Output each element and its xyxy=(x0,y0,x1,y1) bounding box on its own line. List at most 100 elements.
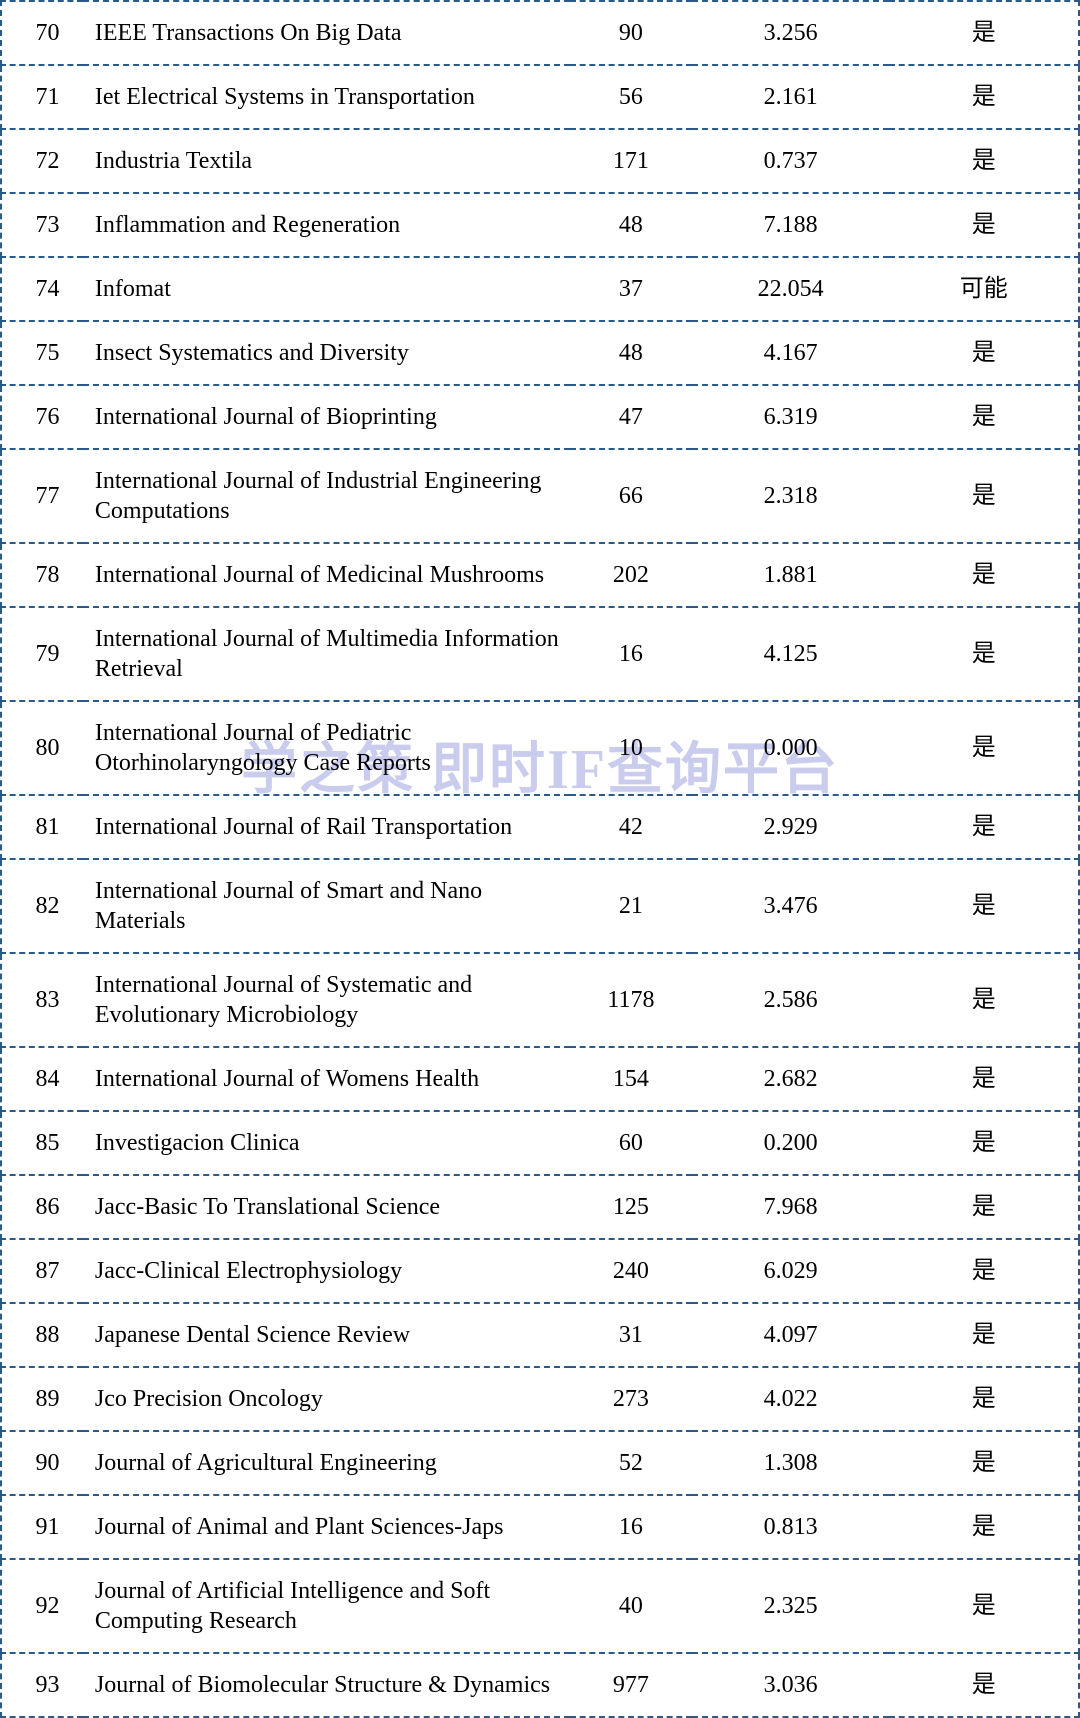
table-row: 87Jacc-Clinical Electrophysiology2406.02… xyxy=(1,1239,1079,1303)
cell-impact-factor: 1.881 xyxy=(692,543,890,607)
cell-title: Jacc-Clinical Electrophysiology xyxy=(83,1239,570,1303)
cell-flag: 可能 xyxy=(889,257,1079,321)
cell-flag: 是 xyxy=(889,1367,1079,1431)
cell-count: 10 xyxy=(570,701,692,795)
cell-count: 90 xyxy=(570,1,692,65)
cell-title: International Journal of Multimedia Info… xyxy=(83,607,570,701)
cell-impact-factor: 2.586 xyxy=(692,953,890,1047)
cell-title: International Journal of Medicinal Mushr… xyxy=(83,543,570,607)
cell-impact-factor: 4.097 xyxy=(692,1303,890,1367)
cell-impact-factor: 1.308 xyxy=(692,1431,890,1495)
cell-count: 977 xyxy=(570,1653,692,1717)
cell-flag: 是 xyxy=(889,1653,1079,1717)
cell-impact-factor: 3.256 xyxy=(692,1,890,65)
cell-impact-factor: 0.200 xyxy=(692,1111,890,1175)
cell-count: 16 xyxy=(570,607,692,701)
cell-title: IEEE Transactions On Big Data xyxy=(83,1,570,65)
cell-title: International Journal of Rail Transporta… xyxy=(83,795,570,859)
cell-flag: 是 xyxy=(889,321,1079,385)
cell-title: Infomat xyxy=(83,257,570,321)
cell-count: 202 xyxy=(570,543,692,607)
cell-title: International Journal of Smart and Nano … xyxy=(83,859,570,953)
cell-count: 240 xyxy=(570,1239,692,1303)
cell-index: 90 xyxy=(1,1431,83,1495)
cell-count: 40 xyxy=(570,1559,692,1653)
table-row: 80International Journal of Pediatric Oto… xyxy=(1,701,1079,795)
cell-index: 74 xyxy=(1,257,83,321)
cell-title: Journal of Agricultural Engineering xyxy=(83,1431,570,1495)
cell-title: International Journal of Womens Health xyxy=(83,1047,570,1111)
table-row: 78International Journal of Medicinal Mus… xyxy=(1,543,1079,607)
cell-index: 87 xyxy=(1,1239,83,1303)
table-row: 73Inflammation and Regeneration487.188是 xyxy=(1,193,1079,257)
table-row: 83International Journal of Systematic an… xyxy=(1,953,1079,1047)
cell-count: 42 xyxy=(570,795,692,859)
cell-count: 16 xyxy=(570,1495,692,1559)
cell-impact-factor: 7.188 xyxy=(692,193,890,257)
table-row: 86Jacc-Basic To Translational Science125… xyxy=(1,1175,1079,1239)
cell-count: 1178 xyxy=(570,953,692,1047)
cell-index: 77 xyxy=(1,449,83,543)
table-row: 89Jco Precision Oncology2734.022是 xyxy=(1,1367,1079,1431)
table-row: 90Journal of Agricultural Engineering521… xyxy=(1,1431,1079,1495)
cell-flag: 是 xyxy=(889,449,1079,543)
cell-title: Inflammation and Regeneration xyxy=(83,193,570,257)
cell-title: Journal of Artificial Intelligence and S… xyxy=(83,1559,570,1653)
table-row: 75Insect Systematics and Diversity484.16… xyxy=(1,321,1079,385)
cell-index: 80 xyxy=(1,701,83,795)
table-row: 84International Journal of Womens Health… xyxy=(1,1047,1079,1111)
table-row: 91Journal of Animal and Plant Sciences-J… xyxy=(1,1495,1079,1559)
cell-title: Journal of Biomolecular Structure & Dyna… xyxy=(83,1653,570,1717)
cell-count: 60 xyxy=(570,1111,692,1175)
cell-index: 70 xyxy=(1,1,83,65)
cell-title: Insect Systematics and Diversity xyxy=(83,321,570,385)
cell-index: 71 xyxy=(1,65,83,129)
cell-impact-factor: 2.325 xyxy=(692,1559,890,1653)
cell-flag: 是 xyxy=(889,1,1079,65)
cell-index: 86 xyxy=(1,1175,83,1239)
cell-impact-factor: 6.319 xyxy=(692,385,890,449)
cell-title: Japanese Dental Science Review xyxy=(83,1303,570,1367)
cell-flag: 是 xyxy=(889,859,1079,953)
cell-impact-factor: 4.022 xyxy=(692,1367,890,1431)
cell-count: 56 xyxy=(570,65,692,129)
cell-flag: 是 xyxy=(889,1239,1079,1303)
cell-flag: 是 xyxy=(889,607,1079,701)
table-row: 88Japanese Dental Science Review314.097是 xyxy=(1,1303,1079,1367)
cell-index: 75 xyxy=(1,321,83,385)
cell-impact-factor: 22.054 xyxy=(692,257,890,321)
table-row: 79International Journal of Multimedia In… xyxy=(1,607,1079,701)
cell-impact-factor: 4.125 xyxy=(692,607,890,701)
cell-index: 89 xyxy=(1,1367,83,1431)
journal-table-body: 70IEEE Transactions On Big Data903.256是7… xyxy=(1,1,1079,1717)
table-row: 77International Journal of Industrial En… xyxy=(1,449,1079,543)
cell-impact-factor: 7.968 xyxy=(692,1175,890,1239)
cell-impact-factor: 0.000 xyxy=(692,701,890,795)
cell-index: 73 xyxy=(1,193,83,257)
cell-index: 85 xyxy=(1,1111,83,1175)
cell-index: 93 xyxy=(1,1653,83,1717)
cell-index: 83 xyxy=(1,953,83,1047)
cell-impact-factor: 2.929 xyxy=(692,795,890,859)
cell-impact-factor: 3.476 xyxy=(692,859,890,953)
cell-index: 78 xyxy=(1,543,83,607)
cell-impact-factor: 2.161 xyxy=(692,65,890,129)
cell-title: International Journal of Pediatric Otorh… xyxy=(83,701,570,795)
cell-flag: 是 xyxy=(889,193,1079,257)
journal-table: 70IEEE Transactions On Big Data903.256是7… xyxy=(0,0,1080,1718)
cell-title: International Journal of Systematic and … xyxy=(83,953,570,1047)
cell-flag: 是 xyxy=(889,795,1079,859)
cell-index: 79 xyxy=(1,607,83,701)
cell-flag: 是 xyxy=(889,1559,1079,1653)
cell-title: Iet Electrical Systems in Transportation xyxy=(83,65,570,129)
cell-flag: 是 xyxy=(889,1111,1079,1175)
cell-flag: 是 xyxy=(889,1495,1079,1559)
table-row: 81International Journal of Rail Transpor… xyxy=(1,795,1079,859)
table-row: 85Investigacion Clinica600.200是 xyxy=(1,1111,1079,1175)
cell-title: Industria Textila xyxy=(83,129,570,193)
cell-impact-factor: 3.036 xyxy=(692,1653,890,1717)
cell-count: 21 xyxy=(570,859,692,953)
cell-index: 91 xyxy=(1,1495,83,1559)
cell-count: 125 xyxy=(570,1175,692,1239)
cell-flag: 是 xyxy=(889,701,1079,795)
